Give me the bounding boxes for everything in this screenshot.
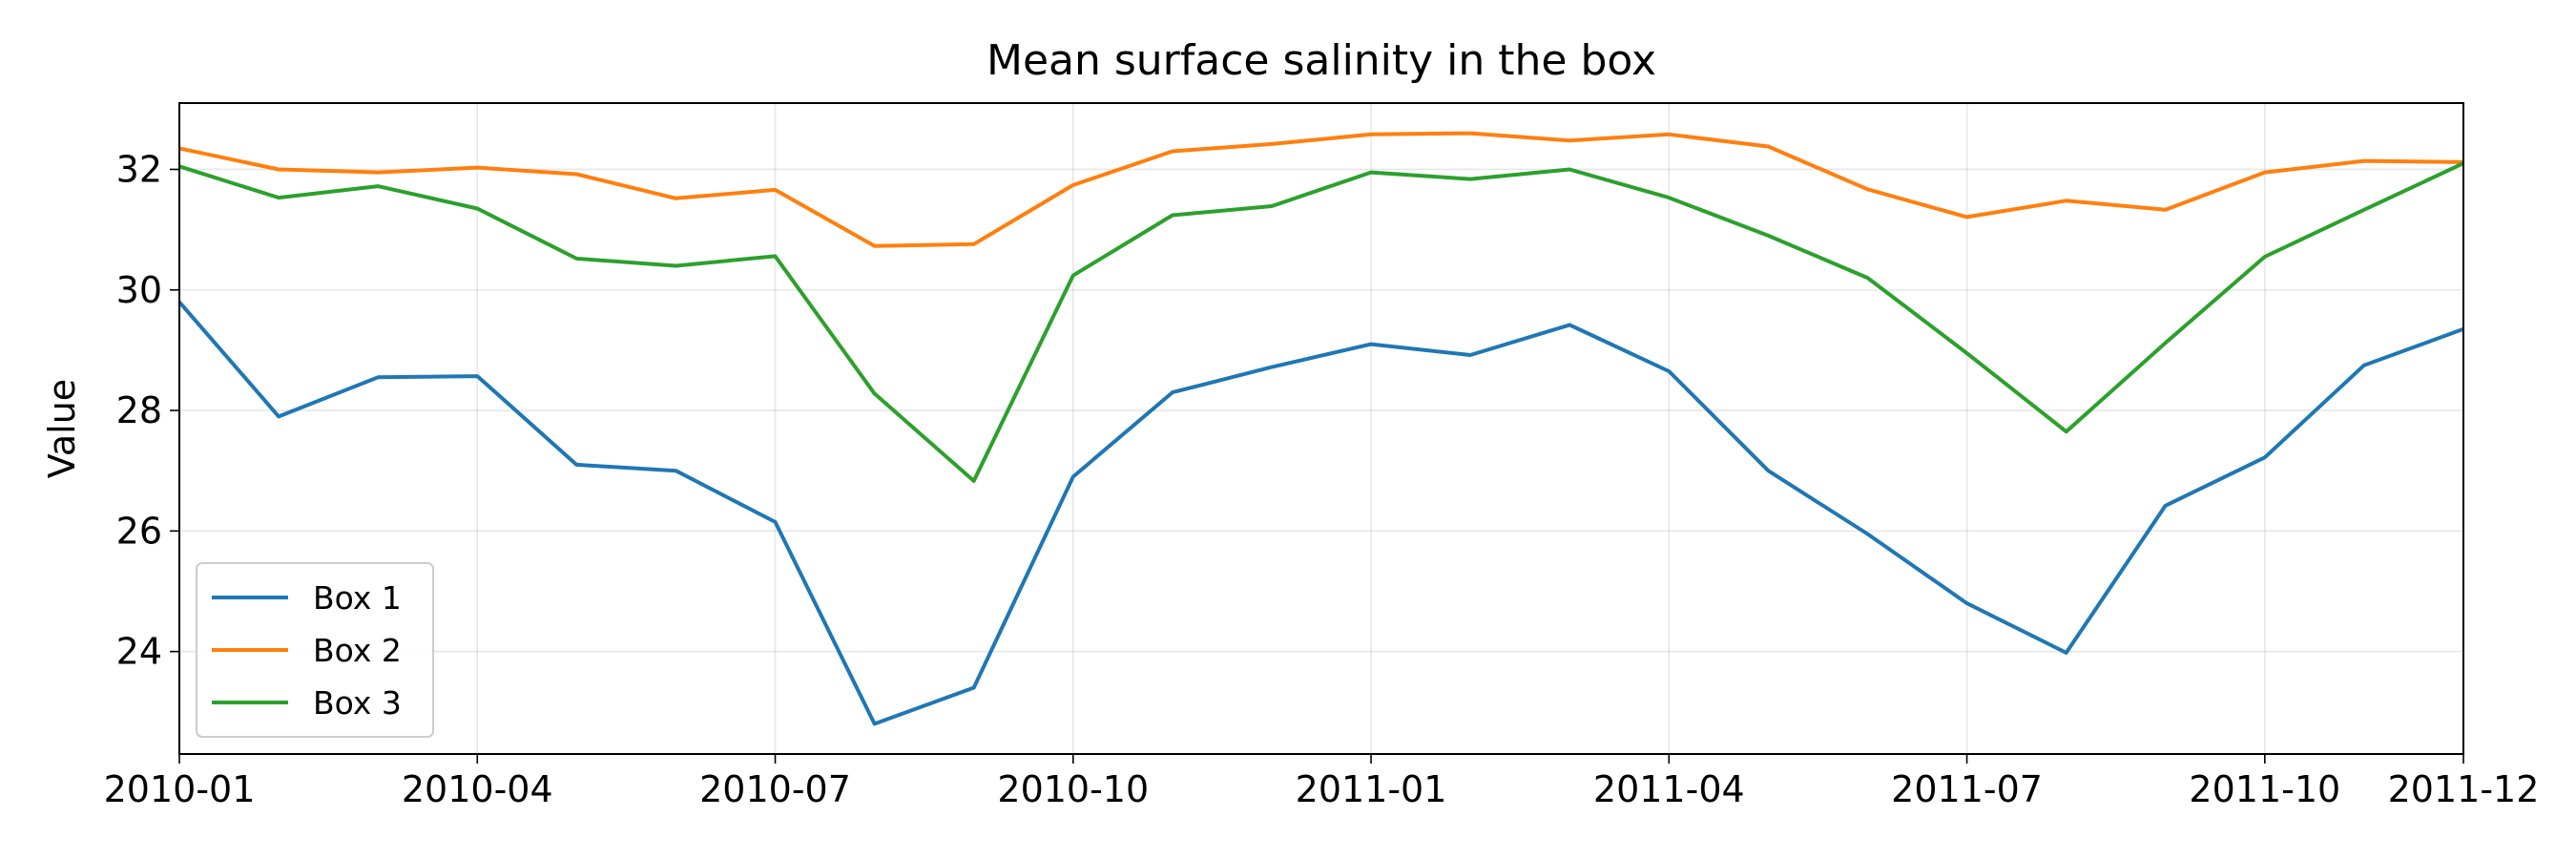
legend-label: Box 2 [313, 632, 402, 669]
y-axis-label: Value [41, 379, 83, 478]
x-tick-label: 2010-07 [699, 768, 851, 810]
y-tick-label: 24 [116, 631, 162, 673]
legend-label: Box 3 [313, 684, 402, 722]
legend-label: Box 1 [313, 579, 402, 617]
x-tick-label: 2011-04 [1593, 768, 1745, 810]
y-axis: 24 26 28 30 32 [116, 148, 179, 673]
series-line-box-3 [178, 161, 2464, 483]
y-tick-label: 28 [116, 389, 162, 431]
x-tick-label: 2011-01 [1296, 768, 1447, 810]
legend: Box 1 Box 2 Box 3 [196, 562, 434, 738]
y-tick-label: 30 [116, 269, 162, 311]
y-tick-label: 32 [116, 148, 162, 190]
x-tick-label: 2011-10 [2189, 768, 2340, 810]
legend-box [196, 562, 434, 738]
chart-title: Mean surface salinity in the box [987, 36, 1656, 85]
x-tick-label: 2010-01 [104, 768, 256, 810]
x-tick-label: 2011-07 [1891, 768, 2043, 810]
grid [178, 103, 2464, 754]
x-tick-label: 2010-04 [402, 768, 553, 810]
x-tick-label: 2011-12 [2388, 768, 2540, 810]
series-lines [177, 131, 2464, 726]
y-tick-label: 26 [116, 510, 162, 552]
plot-frame [178, 102, 2464, 755]
series-line-box-2 [178, 131, 2464, 248]
x-tick-label: 2010-10 [997, 768, 1149, 810]
x-axis: 2010-01 2010-04 2010-07 2010-10 2011-01 2011-… [104, 754, 2540, 810]
series-line-box-1 [177, 301, 2464, 726]
